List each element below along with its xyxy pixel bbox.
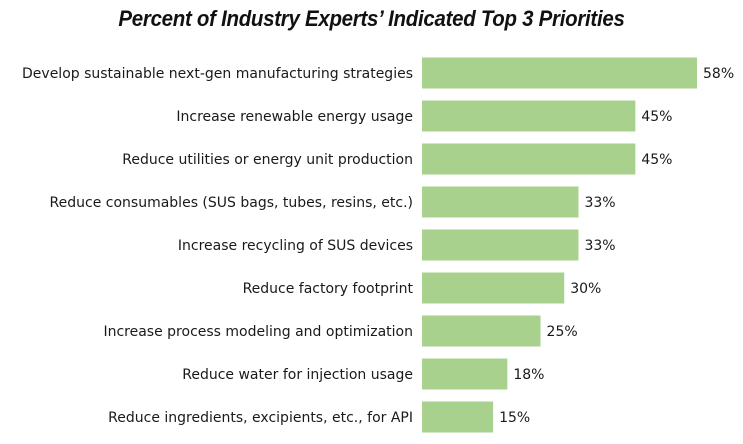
- bar: [422, 401, 494, 433]
- value-label: 18%: [513, 367, 544, 383]
- value-label: 45%: [641, 109, 672, 125]
- category-label: Reduce consumables (SUS bags, tubes, res…: [50, 195, 413, 211]
- value-label: 33%: [584, 238, 615, 254]
- value-label: 58%: [703, 66, 734, 82]
- bar: [422, 186, 579, 218]
- bar: [422, 358, 508, 390]
- bar: [422, 229, 579, 261]
- bar: [422, 315, 541, 347]
- value-label: 15%: [499, 410, 530, 426]
- category-label: Increase recycling of SUS devices: [178, 238, 413, 254]
- bar: [422, 100, 636, 132]
- category-label: Increase process modeling and optimizati…: [103, 324, 413, 340]
- category-label: Increase renewable energy usage: [176, 109, 413, 125]
- bar: [422, 57, 697, 89]
- category-label: Develop sustainable next-gen manufacturi…: [22, 66, 413, 82]
- category-label: Reduce water for injection usage: [182, 367, 413, 383]
- category-label: Reduce factory footprint: [243, 281, 414, 297]
- value-label: 30%: [570, 281, 601, 297]
- bar: [422, 143, 636, 175]
- value-label: 25%: [547, 324, 578, 340]
- category-label: Reduce utilities or energy unit producti…: [122, 152, 413, 168]
- category-labels: Develop sustainable next-gen manufacturi…: [22, 66, 413, 426]
- category-label: Reduce ingredients, excipients, etc., fo…: [108, 410, 413, 426]
- chart-title: Percent of Industry Experts’ Indicated T…: [118, 6, 625, 31]
- bar: [422, 272, 565, 304]
- bars-group: [422, 57, 697, 433]
- value-label: 33%: [584, 195, 615, 211]
- value-label: 45%: [641, 152, 672, 168]
- value-labels: 58% 45% 45% 33% 33% 30% 25% 18% 15%: [499, 66, 734, 426]
